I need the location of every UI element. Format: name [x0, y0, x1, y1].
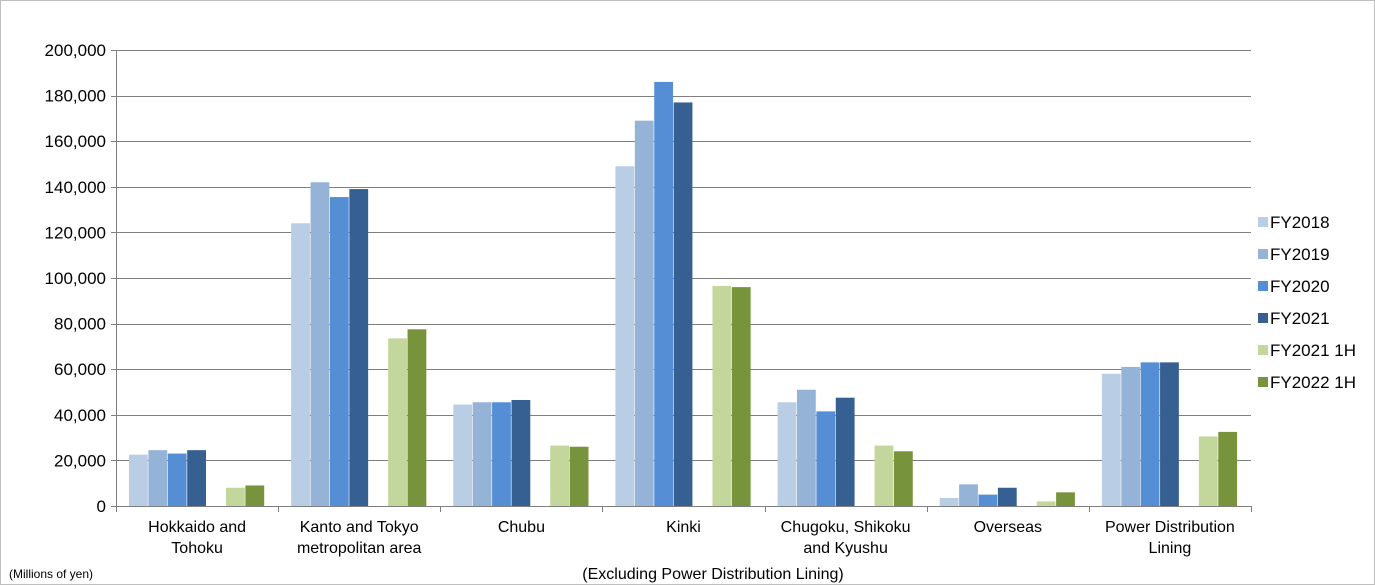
x-tick-label-line: Hokkaido and — [148, 519, 246, 536]
unit-note: (Millions of yen) — [9, 567, 93, 581]
bar — [712, 285, 732, 506]
x-tick-label: Chugoku, Shikoku and Kyushu — [781, 519, 911, 557]
y-tick-label: 180,000 — [45, 87, 106, 106]
x-tick-label-line: Kinki — [666, 519, 701, 536]
y-tick-label: 120,000 — [45, 223, 106, 242]
x-tick-label-line: Chugoku, Shikoku — [781, 519, 911, 536]
legend-swatch — [1258, 249, 1268, 259]
bar — [777, 402, 797, 506]
y-tick-label: 80,000 — [54, 315, 106, 334]
bar — [407, 329, 427, 506]
legend-label: FY2019 — [1270, 245, 1330, 264]
bar — [187, 450, 206, 506]
y-tick-label: 160,000 — [45, 132, 106, 151]
bar — [1056, 492, 1075, 506]
legend-swatch — [1258, 377, 1268, 387]
bar — [634, 120, 654, 507]
bar — [148, 450, 168, 506]
bar — [997, 487, 1017, 506]
bar — [1160, 362, 1179, 506]
bar — [1198, 436, 1218, 506]
legend-swatch — [1258, 217, 1268, 227]
bar — [349, 189, 369, 506]
bar — [226, 487, 245, 506]
bar — [1101, 373, 1121, 506]
y-tick-label: 200,000 — [45, 41, 106, 60]
x-tick-label: Chubu — [498, 519, 545, 536]
bars — [129, 81, 1238, 507]
bar — [1218, 431, 1238, 506]
bar — [673, 102, 693, 506]
bar — [472, 402, 492, 506]
x-tick-label-line: and Kyushu — [803, 540, 888, 557]
x-tick-label: Kanto and Tokyo metropolitan area — [297, 519, 422, 557]
bar — [978, 494, 998, 506]
legend-swatch — [1258, 313, 1268, 323]
y-tick-label: 100,000 — [45, 269, 106, 288]
bar — [796, 389, 816, 506]
x-tick-label: Hokkaido and Tohoku — [148, 519, 246, 557]
bar — [129, 454, 148, 506]
legend-label: FY2022 1H — [1270, 373, 1356, 392]
legend-label: FY2018 — [1270, 213, 1330, 232]
y-tick-label: 20,000 — [54, 451, 106, 470]
bar — [329, 197, 349, 506]
region-note: (Excluding Power Distribution Lining) — [582, 566, 843, 583]
legend: FY2018 FY2019 FY2020 FY2021 FY2021 1H FY2022 … — [1258, 213, 1356, 392]
bar — [1121, 366, 1141, 506]
x-tick-label-line: Chubu — [498, 519, 545, 536]
bar — [816, 411, 836, 506]
x-tick-label-line: metropolitan area — [297, 540, 422, 557]
legend-label: FY2020 — [1270, 277, 1330, 296]
bar — [511, 399, 531, 506]
y-tick-labels: 0 20,000 40,000 60,000 80,000 100,000 120,000 1… — [45, 41, 106, 516]
bar — [893, 451, 913, 506]
x-tick-label: Kinki — [666, 519, 701, 536]
x-tick-label-line: Overseas — [974, 519, 1042, 536]
legend-swatch — [1258, 345, 1268, 355]
bar — [1036, 501, 1056, 506]
x-tick-label-line: Tohoku — [171, 540, 223, 557]
bar — [959, 484, 978, 506]
y-tick-label: 60,000 — [54, 360, 106, 379]
bar — [654, 81, 674, 507]
axes — [111, 50, 1252, 512]
bar — [291, 223, 310, 506]
bar — [615, 166, 635, 506]
legend-label: FY2021 — [1270, 309, 1330, 328]
bar — [310, 182, 330, 507]
bar — [569, 446, 589, 506]
y-tick-label: 40,000 — [54, 406, 106, 425]
bar — [167, 453, 187, 506]
x-tick-label-line: Kanto and Tokyo — [300, 519, 419, 536]
bar — [835, 397, 855, 506]
bar — [388, 338, 407, 506]
bar — [874, 445, 894, 506]
bar — [939, 498, 959, 506]
legend-swatch — [1258, 281, 1268, 291]
x-tick-label: Power Distribution Lining — [1105, 519, 1235, 557]
x-tick-labels: Hokkaido and Tohoku Kanto and Tokyo metropo… — [148, 519, 1235, 557]
bar — [453, 404, 473, 506]
x-tick-label-line: Power Distribution — [1105, 519, 1235, 536]
y-tick-label: 140,000 — [45, 178, 106, 197]
y-tick-label: 0 — [97, 497, 106, 516]
x-tick-label-line: Lining — [1149, 540, 1192, 557]
bar — [492, 402, 511, 506]
bar — [550, 445, 570, 506]
bar — [1140, 362, 1160, 506]
legend-label: FY2021 1H — [1270, 341, 1356, 360]
x-tick-label: Overseas — [974, 519, 1042, 536]
bar — [245, 485, 265, 506]
bar — [731, 287, 751, 506]
